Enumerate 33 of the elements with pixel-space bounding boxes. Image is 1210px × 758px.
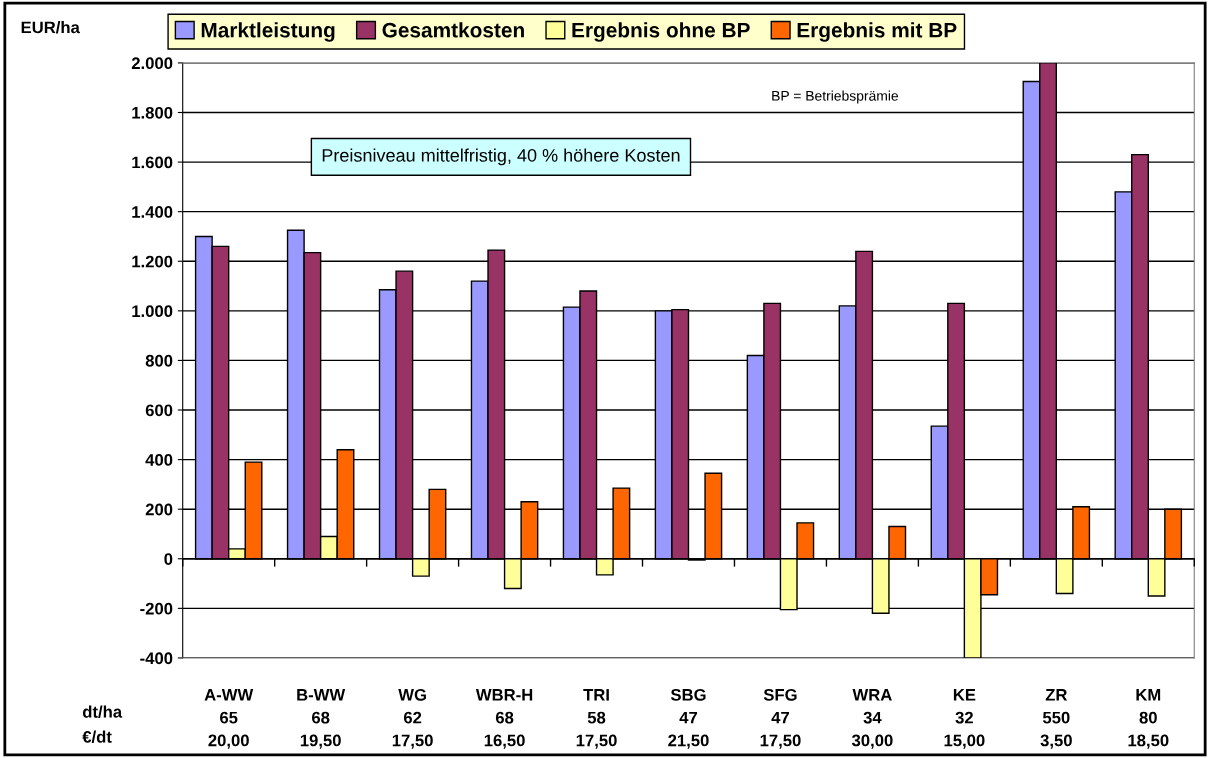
y-tick-label: 600 xyxy=(145,404,173,417)
x-tick-label: ZR 550 3,50 xyxy=(1040,689,1072,749)
y-tick-label: 400 xyxy=(145,454,173,466)
y-tick-label: 1.400 xyxy=(132,206,173,218)
x-tick-label: TRI 58 17,50 xyxy=(576,689,617,749)
x-tick-label: A-WW 65 20,00 xyxy=(204,689,254,749)
x-tick-label: KM 80 18,50 xyxy=(1128,689,1169,749)
y-tick-label: 200 xyxy=(145,503,173,516)
x-tick-label: KE 32 15,00 xyxy=(944,689,985,749)
y-tick-label: 1.200 xyxy=(132,255,173,268)
x-tick-label: SBG 47 21,50 xyxy=(668,688,709,749)
y-tick-label: -400 xyxy=(140,652,173,665)
text: €/dt xyxy=(82,730,112,743)
y-tick-label: 1.800 xyxy=(132,106,173,119)
x-tick-label: SFG 47 17,50 xyxy=(760,688,801,749)
y-tick-label: 800 xyxy=(145,354,173,367)
y-tick-label: -200 xyxy=(140,602,173,615)
y-tick-label: 0 xyxy=(164,553,173,565)
legend-label: Marktleistung xyxy=(201,22,335,42)
legend-label: Ergebnis ohne BP xyxy=(572,22,750,42)
x-tick-label: WG 62 17,50 xyxy=(392,688,433,749)
legend-label: Ergebnis mit BP xyxy=(797,22,957,42)
text: dt/ha xyxy=(82,705,123,718)
annotation: BP = Betriebsprämie xyxy=(772,90,899,104)
legend-label: Gesamtkosten xyxy=(382,22,524,38)
x-tick-label: WBR-H 68 16,50 xyxy=(475,689,533,749)
y-axis-title: EUR/ha xyxy=(21,21,80,34)
y-tick-label: 1.600 xyxy=(132,156,173,169)
y-tick-label: 1.000 xyxy=(132,305,173,318)
x-tick-label: B-WW 68 19,50 xyxy=(297,689,346,749)
annotation: Preisniveau mittelfristig, 40 % höhere Kosten xyxy=(322,148,680,166)
y-tick-label: 2.000 xyxy=(131,57,173,70)
x-tick-label: WRA 34 30,00 xyxy=(851,689,893,749)
